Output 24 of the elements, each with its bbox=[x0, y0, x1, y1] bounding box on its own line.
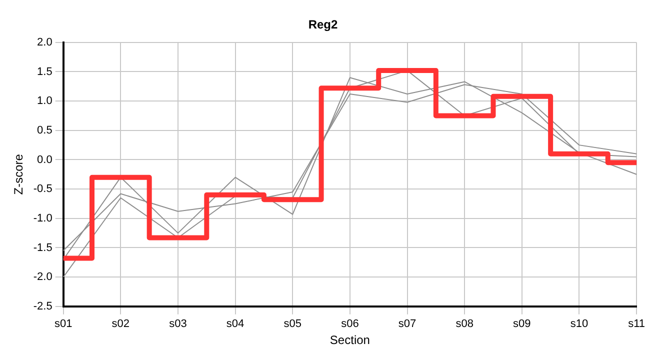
chart-title: Reg2 bbox=[308, 18, 338, 32]
y-tick-label: -2.0 bbox=[33, 271, 52, 284]
x-tick-label: s05 bbox=[284, 318, 302, 330]
y-tick-label: -0.5 bbox=[33, 183, 52, 196]
x-tick-label: s04 bbox=[226, 318, 244, 330]
y-tick-label: 2.0 bbox=[37, 36, 52, 48]
y-tick-label: -1.0 bbox=[33, 212, 52, 224]
y-tick-label: 0.5 bbox=[37, 124, 52, 136]
x-tick-label: s09 bbox=[513, 318, 531, 330]
y-tick-label: 1.5 bbox=[37, 66, 52, 78]
x-tick-label: s03 bbox=[169, 318, 187, 330]
y-tick-label: -2.5 bbox=[33, 300, 52, 312]
x-tick-label: s01 bbox=[54, 318, 72, 330]
x-tick-label: s10 bbox=[570, 318, 588, 330]
x-tick-label: s11 bbox=[628, 318, 645, 330]
y-tick-label: 0.0 bbox=[37, 154, 52, 166]
x-tick-label: s02 bbox=[112, 318, 130, 330]
x-tick-label: s06 bbox=[341, 318, 359, 330]
x-tick-label: s07 bbox=[398, 318, 416, 330]
y-tick-label: 1.0 bbox=[37, 95, 52, 108]
y-axis-title: Z-score bbox=[12, 154, 26, 195]
y-tick-label: -1.5 bbox=[33, 242, 52, 254]
x-tick-label: s08 bbox=[456, 318, 474, 330]
x-axis-title: Section bbox=[330, 333, 370, 348]
